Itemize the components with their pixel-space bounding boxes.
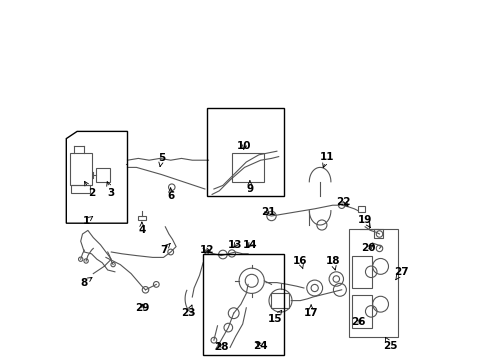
Bar	[70, 153, 91, 185]
Text: 12: 12	[199, 245, 214, 255]
Text: 1: 1	[82, 216, 93, 226]
Text: 15: 15	[267, 310, 282, 324]
Bar	[352, 256, 371, 288]
Text: 2: 2	[84, 181, 95, 198]
Bar	[348, 229, 397, 337]
Text: 26: 26	[350, 317, 365, 327]
Text: 27: 27	[393, 267, 407, 280]
Bar	[71, 185, 90, 193]
Text: 20: 20	[361, 243, 375, 253]
Text: 29: 29	[134, 303, 149, 313]
Bar	[373, 229, 382, 238]
Text: 11: 11	[319, 152, 334, 167]
Bar	[352, 295, 371, 328]
Text: 6: 6	[167, 188, 174, 201]
Text: 7: 7	[160, 243, 170, 255]
Text: 19: 19	[357, 215, 371, 228]
Bar	[96, 168, 110, 182]
Text: 17: 17	[303, 305, 318, 318]
Bar	[138, 216, 146, 220]
Text: 22: 22	[336, 197, 350, 207]
Text: 3: 3	[106, 182, 115, 198]
Text: 8: 8	[81, 278, 92, 288]
Bar	[231, 153, 264, 182]
Text: 25: 25	[382, 337, 397, 351]
Text: 10: 10	[237, 141, 251, 151]
Text: 24: 24	[253, 341, 267, 351]
Text: 18: 18	[325, 256, 339, 270]
Text: 5: 5	[158, 153, 165, 167]
Text: 13: 13	[228, 240, 242, 250]
Text: 14: 14	[242, 240, 257, 250]
Text: 21: 21	[260, 207, 275, 217]
Bar	[357, 206, 365, 212]
Text: 9: 9	[246, 181, 253, 194]
Text: 28: 28	[213, 342, 228, 352]
Bar	[271, 293, 289, 308]
Bar	[206, 108, 284, 196]
Text: 4: 4	[138, 222, 145, 235]
Text: 16: 16	[292, 256, 307, 269]
Bar	[203, 254, 284, 355]
Text: 23: 23	[181, 305, 196, 318]
